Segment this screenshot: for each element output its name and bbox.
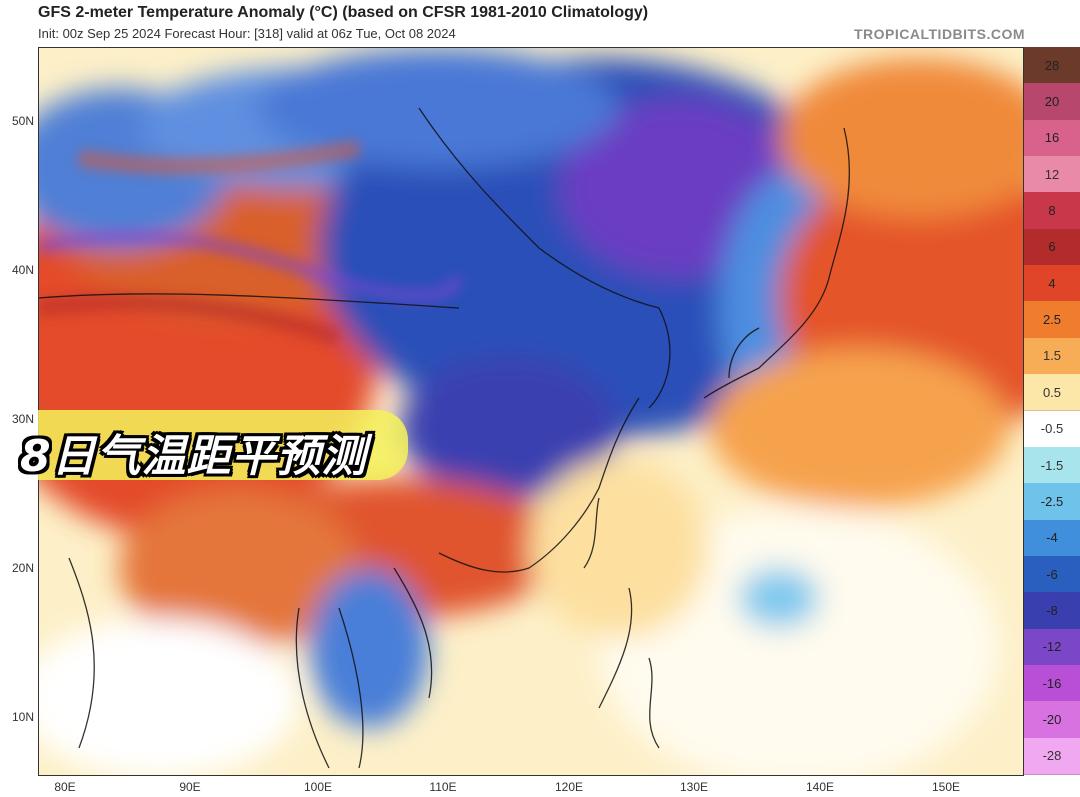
- longitude-label: 110E: [429, 780, 457, 794]
- colorbar-label: 28: [1044, 57, 1060, 73]
- colorbar-cell: 8: [1024, 192, 1080, 230]
- colorbar-cell: -12: [1024, 628, 1080, 666]
- latitude-label: 40N: [11, 263, 34, 277]
- colorbar-label: -28: [1042, 748, 1062, 764]
- colorbar-legend: 28 20 16 12 8 6 4 2.5 1.5 0.5 -0.5 -1.5 -2.5 -4 -6 -8 -1…: [1024, 47, 1080, 775]
- caption-highlight: [38, 410, 408, 480]
- colorbar-label: 2.5: [1042, 312, 1062, 328]
- colorbar-cell: 16: [1024, 119, 1080, 158]
- colorbar-cell: -8: [1024, 592, 1080, 630]
- colorbar-label: -0.5: [1040, 421, 1064, 437]
- longitude-label: 140E: [805, 780, 835, 794]
- map-title: GFS 2-meter Temperature Anomaly (°C) (ba…: [38, 4, 649, 21]
- colorbar-cell: 6: [1024, 228, 1080, 267]
- brand-watermark: TROPICALTIDBITS.COM: [853, 26, 1025, 42]
- anomaly-map: [38, 47, 1024, 776]
- longitude-label: 80E: [54, 780, 76, 794]
- colorbar-cell: 0.5: [1024, 374, 1080, 412]
- colorbar-label: -1.5: [1040, 457, 1064, 473]
- latitude-label: 20N: [11, 561, 34, 575]
- colorbar-label: -8: [1046, 602, 1058, 618]
- colorbar-label: -4: [1046, 530, 1058, 546]
- longitude-label: 130E: [679, 780, 709, 794]
- forecast-info: Init: 00z Sep 25 2024 Forecast Hour: [31…: [38, 26, 456, 41]
- colorbar-cell: -2.5: [1024, 483, 1080, 521]
- colorbar-cell: -1.5: [1024, 446, 1080, 485]
- colorbar-cell: 2.5: [1024, 301, 1080, 339]
- latitude-label: 30N: [11, 412, 34, 426]
- colorbar-label: -6: [1046, 566, 1058, 582]
- colorbar-cell: -4: [1024, 519, 1080, 557]
- colorbar-cell: -6: [1024, 555, 1080, 594]
- overlay-caption: 8日气温距平预测: [20, 431, 367, 482]
- colorbar-cell: -28: [1024, 737, 1080, 775]
- colorbar-label: -12: [1042, 639, 1062, 655]
- colorbar-cell: 20: [1024, 83, 1080, 121]
- colorbar-cell: 12: [1024, 156, 1080, 194]
- latitude-label: 50N: [11, 114, 34, 128]
- colorbar-label: -20: [1042, 711, 1062, 727]
- colorbar-cell: 4: [1024, 265, 1080, 303]
- colorbar-label: 16: [1044, 130, 1060, 146]
- colorbar-label: -2.5: [1040, 493, 1064, 509]
- colorbar-label: 1.5: [1042, 348, 1062, 364]
- colorbar-label: 8: [1048, 203, 1056, 219]
- colorbar-cell: -0.5: [1024, 410, 1080, 448]
- longitude-label: 100E: [303, 780, 333, 794]
- colorbar-label: 0.5: [1042, 384, 1062, 400]
- colorbar-label: -16: [1042, 675, 1062, 691]
- colorbar-cell: -16: [1024, 664, 1080, 703]
- longitude-label: 120E: [554, 780, 584, 794]
- longitude-label: 90E: [179, 780, 201, 794]
- longitude-label: 150E: [931, 780, 961, 794]
- colorbar-label: 12: [1044, 166, 1060, 182]
- colorbar-cell: 1.5: [1024, 337, 1080, 376]
- colorbar-label: 4: [1048, 275, 1056, 291]
- colorbar-label: 6: [1048, 239, 1056, 255]
- anomaly-field: [39, 48, 1023, 775]
- colorbar-cell: 28: [1024, 47, 1080, 85]
- latitude-label: 10N: [11, 710, 34, 724]
- colorbar-cell: -20: [1024, 701, 1080, 739]
- colorbar-label: 20: [1044, 94, 1060, 110]
